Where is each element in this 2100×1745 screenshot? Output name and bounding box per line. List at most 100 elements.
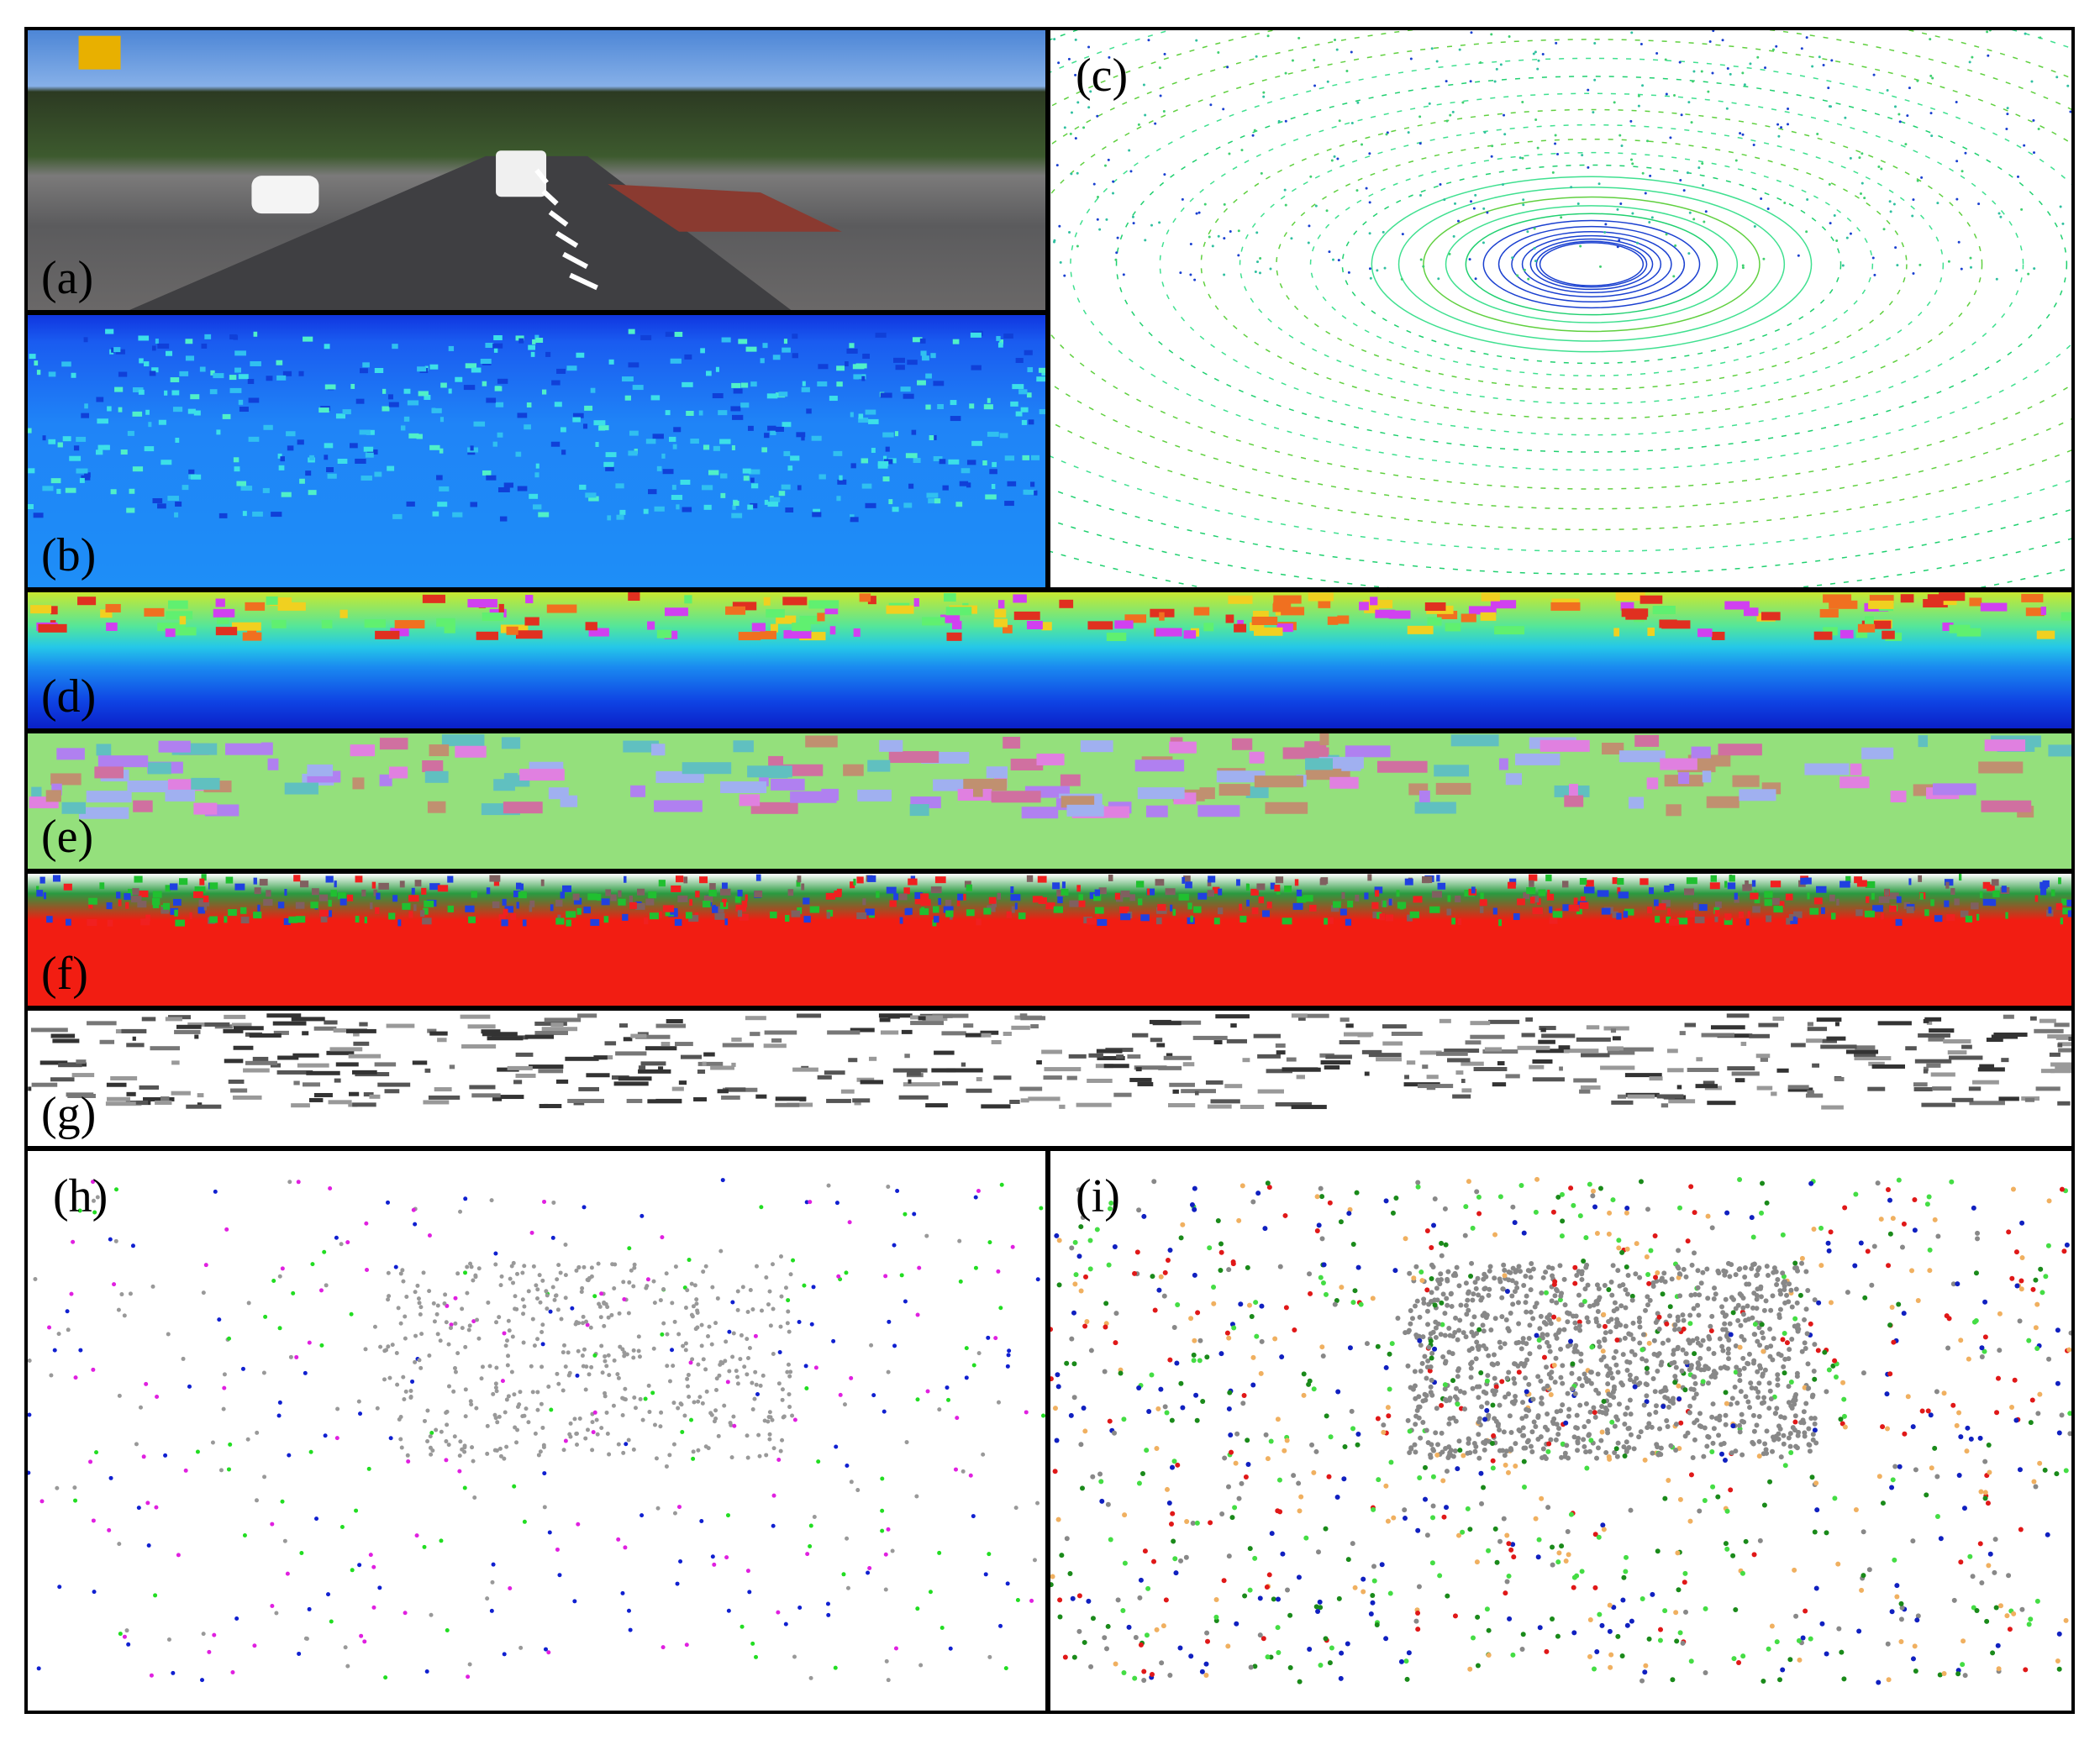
point <box>739 1332 744 1338</box>
speckle <box>760 630 776 639</box>
speckle <box>1391 1031 1423 1036</box>
speckle <box>1166 1053 1173 1058</box>
speckle <box>513 1080 523 1085</box>
speckle <box>449 1064 455 1070</box>
point <box>270 1603 275 1608</box>
point <box>1702 1497 1708 1503</box>
speckle <box>882 432 894 438</box>
point <box>771 1523 776 1528</box>
point <box>1428 1384 1434 1390</box>
speckle <box>1113 1092 1132 1097</box>
point <box>1692 1291 1698 1297</box>
point <box>460 1306 465 1311</box>
speckle <box>1939 592 1966 602</box>
speckle <box>1127 1054 1141 1059</box>
point <box>845 1536 850 1541</box>
point <box>1658 1362 1664 1368</box>
point <box>709 1412 714 1417</box>
point <box>1741 133 1745 136</box>
point <box>844 1270 849 1275</box>
point <box>1529 1429 1535 1435</box>
point <box>277 1274 282 1279</box>
speckle <box>1664 885 1670 892</box>
point <box>1503 1462 1508 1468</box>
point <box>1841 1676 1847 1682</box>
point <box>1775 1376 1781 1382</box>
point <box>363 1347 368 1352</box>
speckle <box>1404 878 1413 886</box>
point <box>1403 1516 1408 1522</box>
point <box>1413 1413 1419 1419</box>
speckle <box>708 470 719 476</box>
speckle <box>1752 906 1761 913</box>
point <box>28 1470 31 1475</box>
point <box>1092 76 1096 80</box>
speckle <box>397 919 402 927</box>
point <box>1445 119 1449 123</box>
speckle <box>1134 759 1185 772</box>
point <box>1506 1369 1512 1375</box>
point <box>689 1417 694 1422</box>
point <box>1584 1315 1590 1321</box>
speckle <box>956 899 961 907</box>
point <box>1761 1502 1767 1508</box>
speckle <box>854 1101 861 1106</box>
speckle <box>1137 787 1185 800</box>
speckle <box>34 360 39 366</box>
point <box>685 1376 690 1381</box>
speckle <box>1693 902 1698 910</box>
point <box>1429 1350 1435 1356</box>
point <box>1371 1506 1376 1512</box>
point <box>561 1343 566 1348</box>
speckle <box>969 403 975 409</box>
point <box>1607 1602 1613 1608</box>
point <box>1435 1442 1441 1448</box>
point <box>463 1196 468 1201</box>
speckle <box>1793 911 1803 918</box>
point <box>1556 152 1560 155</box>
point <box>1901 1221 1907 1227</box>
speckle <box>771 778 805 791</box>
point <box>1249 1313 1255 1319</box>
point <box>1358 1301 1364 1307</box>
speckle <box>930 886 942 894</box>
speckle <box>992 900 997 907</box>
speckle <box>97 755 149 768</box>
scan-ring <box>1309 151 1874 377</box>
speckle <box>1532 1077 1565 1082</box>
speckle <box>204 334 212 339</box>
speckle <box>447 905 454 912</box>
point <box>1676 1271 1682 1277</box>
speckle <box>87 918 97 926</box>
speckle <box>52 875 61 882</box>
speckle <box>759 775 769 787</box>
point <box>429 1452 434 1457</box>
speckle <box>1573 897 1578 905</box>
speckle <box>658 880 666 887</box>
speckle <box>743 476 750 481</box>
point <box>1688 1184 1694 1190</box>
speckle <box>534 1031 568 1036</box>
point <box>1733 1448 1739 1454</box>
speckle <box>378 882 389 890</box>
speckle <box>1580 1085 1601 1090</box>
speckle <box>1750 892 1759 900</box>
speckle <box>1906 906 1914 913</box>
point <box>631 1355 636 1360</box>
speckle <box>1208 875 1216 883</box>
point <box>1287 1612 1293 1618</box>
point <box>117 1393 122 1398</box>
point <box>567 1370 572 1375</box>
point <box>1610 1197 1616 1203</box>
point <box>770 1262 775 1267</box>
point <box>1641 171 1645 175</box>
point <box>2043 1274 2049 1280</box>
speckle <box>1218 888 1223 896</box>
speckle <box>1982 898 1994 906</box>
point <box>1889 1609 1895 1615</box>
speckle <box>785 915 790 922</box>
point <box>1937 1672 1943 1678</box>
speckle <box>1807 1027 1828 1032</box>
speckle <box>1686 877 1697 885</box>
speckle <box>782 597 808 606</box>
